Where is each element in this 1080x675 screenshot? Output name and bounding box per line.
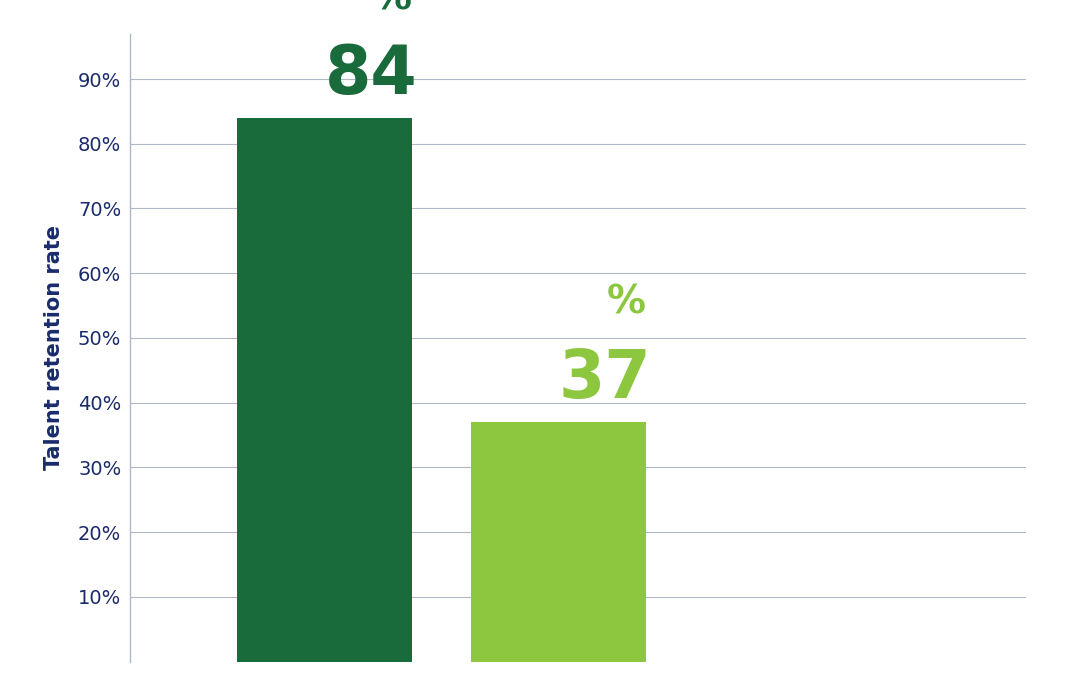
Text: %: %: [607, 284, 646, 322]
Bar: [237, 118, 413, 662]
Text: 37: 37: [558, 346, 651, 412]
Y-axis label: Talent retention rate: Talent retention rate: [44, 225, 64, 470]
Text: 84: 84: [324, 42, 417, 108]
Bar: [471, 422, 646, 662]
Text: %: %: [374, 0, 413, 18]
